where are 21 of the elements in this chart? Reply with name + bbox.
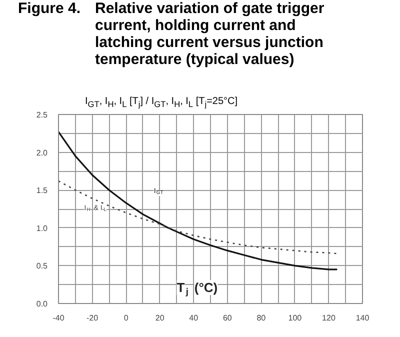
x-tick-label: 80 [256, 314, 266, 322]
y-tick-label: 2.0 [36, 148, 48, 158]
chart-title: Figure 4. [17, 0, 82, 19]
x-tick-label: 40 [189, 314, 199, 322]
x-tick-label: 20 [155, 314, 165, 322]
y-tick-label: 1.5 [36, 186, 48, 196]
y-tick-label: 0.0 [36, 300, 48, 308]
y-tick-label: 2.5 [36, 110, 48, 120]
x-tick-label: -40 [52, 314, 65, 322]
y-tick-label: 1.0 [36, 224, 48, 233]
text: I$_{GT}$, I$_{H}$, I$_{L}$ [T$_{j}$] / I$_{GT}$, I$_{H}$, I$_{L}$ [T$_{j}$=25°C] [85, 96, 238, 109]
x-tick-label: -20 [86, 314, 99, 322]
x-tick-label: 0 [124, 314, 129, 322]
x-tick-label: 100 [288, 314, 302, 322]
x-tick-label: 120 [322, 314, 336, 322]
y-tick-label: 0.5 [36, 262, 48, 271]
line-series [58, 131, 338, 270]
chart-subtitle: Relative variation of gate trigger current, holding current and latching current versus junction temperature (typical values) [95, 0, 326, 68]
x-tick-label: 140 [356, 314, 370, 322]
line-series [58, 180, 338, 254]
x-tick-label: 60 [222, 314, 232, 322]
